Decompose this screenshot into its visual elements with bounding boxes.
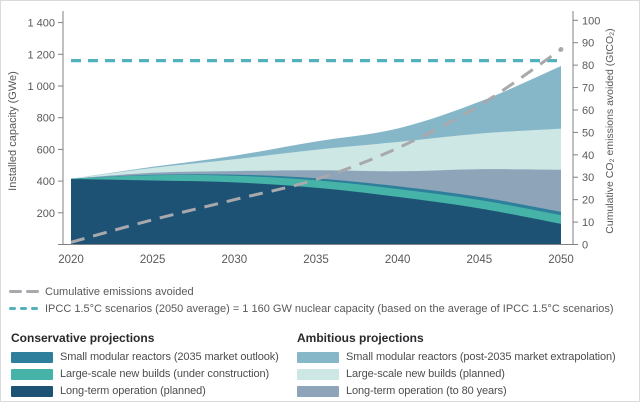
legend-item-lto-planned: Long-term operation (planned): [11, 385, 279, 397]
left-axis-tick-label: 1 400: [27, 18, 55, 30]
stacked-areas: [71, 66, 561, 245]
legend-cumulative-emissions: Cumulative emissions avoided: [9, 283, 614, 300]
right-axis-tick-label: 40: [582, 150, 594, 162]
legend-item-smr-conservative: Small modular reactors (2035 market outl…: [11, 351, 279, 363]
left-axis-tick-label: 400: [37, 176, 55, 188]
right-axis-tick-label: 100: [582, 15, 600, 27]
right-axis-tick-label: 70: [582, 83, 594, 95]
legend-group-conservative-title: Conservative projections: [11, 331, 155, 345]
right-axis-tick-label: 60: [582, 105, 594, 117]
left-axis-title: Installed capacity (GWe): [7, 71, 19, 191]
gray-dash-icon: [9, 289, 43, 294]
legend-group-ambitious: Ambitious projections Small modular reac…: [297, 331, 616, 401]
legend-ipcc-scenarios-label: IPCC 1.5°C scenarios (2050 average) = 1 …: [45, 302, 614, 315]
legend-group-conservative: Conservative projections Small modular r…: [11, 331, 279, 401]
area-0: [71, 179, 561, 245]
right-axis-tick-label: 20: [582, 195, 594, 207]
x-axis-tick-label: 2035: [303, 254, 329, 266]
x-axis-tick-label: 2045: [467, 254, 493, 266]
x-axis-tick-label: 2040: [385, 254, 411, 266]
legend-item-newbuilds-construction: Large-scale new builds (under constructi…: [11, 368, 279, 380]
legend-item-newbuilds-planned: Large-scale new builds (planned): [297, 368, 616, 380]
left-axis-tick-label: 1 200: [27, 49, 55, 61]
right-axis-tick-label: 10: [582, 217, 594, 229]
left-axis-tick-label: 800: [37, 113, 55, 125]
line-legend: Cumulative emissions avoided IPCC 1.5°C …: [9, 283, 614, 317]
left-axis-tick-label: 1 000: [27, 81, 55, 93]
newbuilds-planned-swatch-icon: [297, 368, 339, 380]
legend-ipcc-scenarios: IPCC 1.5°C scenarios (2050 average) = 1 …: [9, 300, 614, 317]
smr-conservative-swatch-icon: [11, 351, 53, 363]
legend-item-smr-ambitious: Small modular reactors (post-2035 market…: [297, 351, 616, 363]
x-axis-tick-label: 2030: [222, 254, 248, 266]
lto-80years-swatch-icon: [297, 385, 339, 397]
legend-cumulative-emissions-label: Cumulative emissions avoided: [45, 285, 194, 298]
newbuilds-construction-swatch-icon: [11, 368, 53, 380]
teal-dash-icon: [9, 306, 43, 311]
right-axis-tick-label: 50: [582, 127, 594, 139]
lto-planned-swatch-icon: [11, 385, 53, 397]
left-axis-tick-label: 200: [37, 208, 55, 220]
legend-group-ambitious-title: Ambitious projections: [297, 331, 424, 345]
left-axis-tick-label: 600: [37, 144, 55, 156]
right-axis-tick-label: 0: [582, 240, 588, 252]
right-axis-tick-label: 90: [582, 38, 594, 50]
x-axis-tick-label: 2025: [140, 254, 166, 266]
smr-ambitious-swatch-icon: [297, 351, 339, 363]
right-axis-tick-label: 30: [582, 172, 594, 184]
legend-item-lto-80years: Long-term operation (to 80 years): [297, 385, 616, 397]
x-axis-tick-label: 2020: [58, 254, 84, 266]
right-axis-title: Cumulative CO₂ emissions avoided (GtCO₂): [604, 28, 616, 233]
x-axis-tick-label: 2050: [548, 254, 574, 266]
line-end-dot-icon: [558, 47, 564, 52]
right-axis-tick-label: 80: [582, 60, 594, 72]
capacity-area-chart: 200 400 600 800 1 000 1 200 1 400 0 10 20 30 40 50 60…: [1, 1, 639, 273]
